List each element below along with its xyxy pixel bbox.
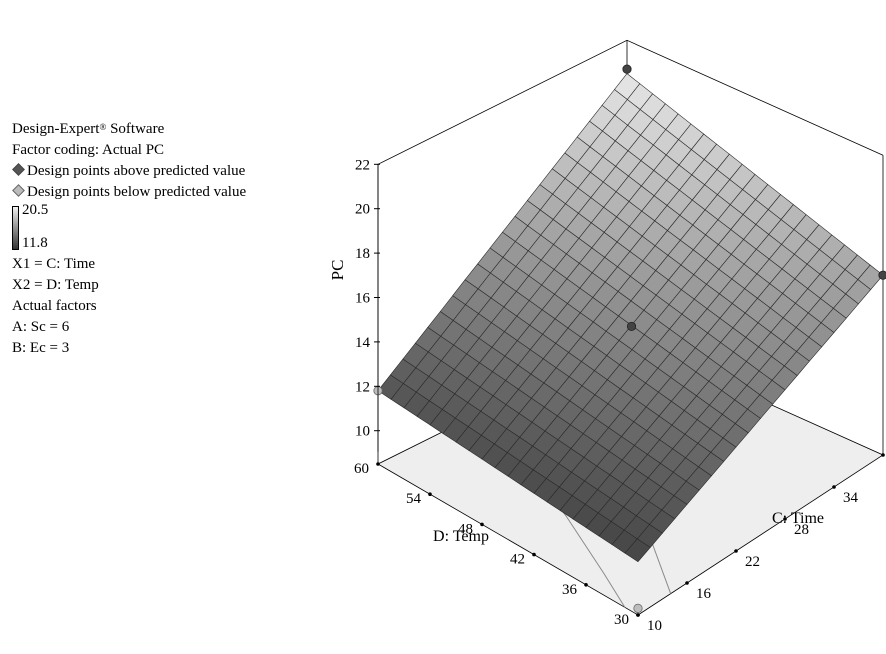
colorbar-gradient <box>12 206 19 250</box>
z-tick-label-4: 18 <box>355 246 370 262</box>
colorbar-min: 11.8 <box>22 235 48 251</box>
colorbar-max: 20.5 <box>22 202 49 218</box>
legend-below: Design points below predicted value <box>12 182 246 203</box>
legend-factor-a: A: Sc = 6 <box>12 319 70 335</box>
legend-above-label: Design points above predicted value <box>27 163 246 179</box>
legend-factor-b: B: Ec = 3 <box>12 340 70 356</box>
legend-x2: X2 = D: Temp <box>12 277 99 293</box>
legend-above: Design points above predicted value <box>12 161 246 182</box>
x-tick-3 <box>783 517 787 521</box>
x-tick-label-0: 10 <box>647 618 662 634</box>
y-tick-1 <box>584 583 588 587</box>
legend-x1: X1 = C: Time <box>12 256 96 272</box>
y-tick-4 <box>428 492 432 497</box>
y-tick-2 <box>532 552 536 557</box>
surface-cell-19-0 <box>857 264 884 290</box>
y-tick-label-2: 42 <box>510 552 525 568</box>
legend-actual-factors: Actual factors <box>12 298 97 314</box>
design-point-3 <box>622 64 632 74</box>
x-tick-label-2: 22 <box>745 554 760 570</box>
x-tick-2 <box>734 549 738 553</box>
box-top-edges <box>377 39 884 165</box>
z-tick-label-0: 10 <box>355 424 370 440</box>
x-tick-label-4: 34 <box>843 490 859 506</box>
y-tick-label-4: 54 <box>406 491 422 507</box>
design-point-0 <box>633 603 643 613</box>
z-tick-label-6: 22 <box>355 157 370 173</box>
y-tick-label-3: 48 <box>458 521 473 537</box>
legend-below-label: Design points below predicted value <box>27 184 247 200</box>
y-tick-5 <box>376 462 380 466</box>
x-tick-0 <box>636 613 640 617</box>
legend: Design-Expert® Software Factor coding: A… <box>12 119 246 359</box>
software-name: Design-Expert <box>12 121 100 137</box>
z-tick-label-5: 20 <box>355 202 370 218</box>
z-tick-label-2: 14 <box>355 335 371 351</box>
x-tick-label-1: 16 <box>696 586 712 602</box>
y-tick-label-5: 60 <box>354 461 369 477</box>
x-tick-5 <box>881 453 885 457</box>
y-axis-title: D: Temp <box>433 528 489 545</box>
software-suffix: Software <box>110 121 165 137</box>
x-tick-label-3: 28 <box>794 522 809 538</box>
z-tick-label-1: 12 <box>355 379 370 395</box>
legend-factor-coding: Factor coding: Actual PC <box>12 142 165 158</box>
x-tick-4 <box>832 485 836 489</box>
design-point-2 <box>878 270 886 280</box>
design-point-4 <box>626 321 637 332</box>
y-tick-3 <box>480 522 484 527</box>
y-tick-label-0: 30 <box>614 612 629 628</box>
colorbar: 20.5 11.8 <box>12 202 246 254</box>
z-axis-title: PC <box>328 260 347 281</box>
legend-software: Design-Expert® Software <box>12 119 246 140</box>
x-axis-title: C: Time <box>772 510 824 527</box>
registered-mark: ® <box>99 122 107 132</box>
z-tick-label-3: 16 <box>355 291 371 307</box>
x-tick-1 <box>685 581 689 585</box>
y-tick-label-1: 36 <box>562 582 578 598</box>
